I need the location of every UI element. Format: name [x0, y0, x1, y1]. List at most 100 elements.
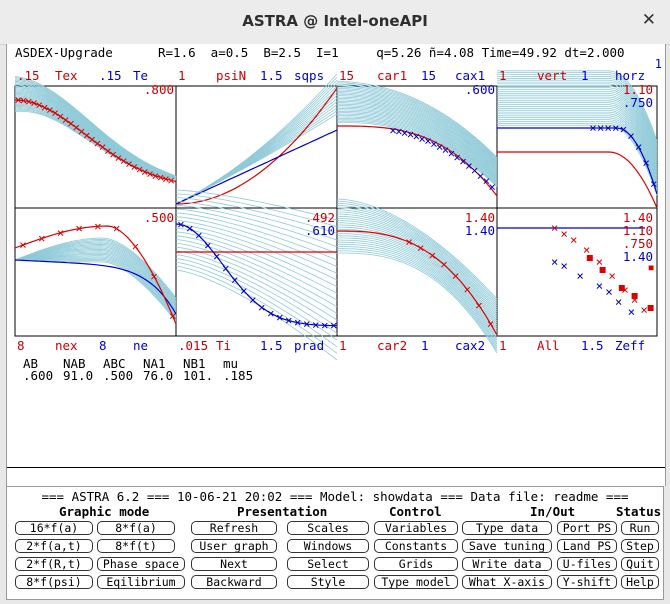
- scales-button[interactable]: Scales: [287, 521, 369, 535]
- profile-trace: [336, 115, 498, 182]
- horz-marker: ×: [589, 120, 597, 135]
- user-graph-button[interactable]: User graph: [191, 539, 277, 553]
- mode-8fa-button[interactable]: 8*f(a): [97, 521, 175, 535]
- horz-marker: ×: [650, 176, 658, 191]
- all-square-marker: ▪: [647, 259, 655, 274]
- type-data-button[interactable]: Type data: [462, 521, 552, 535]
- nex-marker: ×: [94, 218, 102, 233]
- top-axis-label: 1: [581, 68, 589, 83]
- profile-trace: [337, 248, 498, 349]
- all-marker: ×: [570, 232, 578, 247]
- profile-trace: [337, 110, 498, 179]
- profile-trace: [336, 224, 498, 326]
- step-button[interactable]: Step: [621, 539, 659, 553]
- next-button[interactable]: Next: [191, 557, 277, 571]
- prad-marker: ×: [231, 272, 239, 287]
- all-square-marker: [618, 285, 625, 291]
- profile-trace: [336, 250, 498, 352]
- profile-trace: [497, 87, 658, 158]
- backward-button[interactable]: Backward: [191, 575, 277, 589]
- equilibrium-button[interactable]: Eqilibrium: [97, 575, 185, 589]
- select-button[interactable]: Select: [287, 557, 369, 571]
- write-data-button[interactable]: Write data: [462, 557, 552, 571]
- mode-8fpsi-button[interactable]: 8*f(psi): [15, 575, 93, 589]
- profile-trace: [497, 98, 658, 170]
- mode-2fRt-button[interactable]: 2*f(R,t): [15, 557, 93, 571]
- bottom-axis-label: car2: [377, 338, 407, 353]
- variables-button[interactable]: Variables: [374, 521, 458, 535]
- cax1-marker: ×: [401, 125, 409, 140]
- close-icon[interactable]: ✕: [641, 10, 656, 30]
- profile-trace: [336, 116, 498, 183]
- prad-marker: ×: [276, 310, 284, 325]
- top-axis-label: vert: [537, 68, 567, 83]
- profile-trace: [336, 85, 498, 161]
- vert-band: [497, 70, 658, 196]
- psi-band: [175, 73, 338, 205]
- horz-marker: ×: [620, 122, 628, 137]
- vert-curve: [497, 151, 658, 209]
- header-right-tag: 1: [654, 57, 662, 71]
- prad-marker: ×: [303, 316, 311, 331]
- profile-trace: [337, 105, 498, 175]
- port-ps-button[interactable]: Port_PS: [557, 521, 617, 535]
- quit-button[interactable]: Quit: [621, 557, 659, 571]
- cax1-marker: ×: [418, 131, 426, 146]
- help-button[interactable]: Help: [621, 575, 659, 589]
- profile-trace: [14, 256, 177, 318]
- constants-button[interactable]: Constants: [374, 539, 458, 553]
- plot-value-label: .500: [144, 210, 174, 225]
- plot-value-label: .750: [623, 236, 653, 251]
- prad-marker: ×: [204, 237, 212, 252]
- what-x-axis-button[interactable]: What X-axis: [462, 575, 552, 589]
- profile-trace: [175, 204, 338, 248]
- u-files-button[interactable]: U-files: [557, 557, 617, 571]
- run-button[interactable]: Run: [621, 521, 659, 535]
- car2-marker: ×: [475, 297, 483, 312]
- control-panel: === ASTRA 6.2 === 10-06-21 20:02 === Mod…: [6, 486, 664, 600]
- profile-trace: [175, 95, 338, 205]
- prad-marker: ×: [213, 249, 221, 264]
- car2-marker: ×: [417, 240, 425, 255]
- car1-curve: [337, 125, 498, 197]
- te-marker: ×: [120, 153, 128, 168]
- prad-marker: ×: [240, 283, 248, 298]
- mode-8ft-button[interactable]: 8*f(t): [97, 539, 175, 553]
- prad-marker: ×: [267, 305, 275, 320]
- profile-trace: [337, 231, 498, 332]
- profile-trace: [14, 259, 177, 320]
- te-marker: ×: [88, 131, 96, 146]
- style-button[interactable]: Style: [287, 575, 369, 589]
- save-tuning-button[interactable]: Save tuning: [462, 539, 552, 553]
- mode-2fat-button[interactable]: 2*f(a,t): [15, 539, 93, 553]
- profile-trace: [337, 102, 498, 173]
- profile-trace: [336, 220, 498, 321]
- profile-trace: [497, 72, 658, 143]
- profile-trace: [14, 243, 177, 305]
- y-shift-button[interactable]: Y-shift: [557, 575, 617, 589]
- car2-curve: [337, 230, 498, 336]
- mode-16fa-button[interactable]: 16*f(a): [15, 521, 93, 535]
- bottom-axis-label: 8: [17, 338, 25, 353]
- profile-trace: [336, 202, 498, 304]
- te-marker: ×: [78, 124, 86, 139]
- profile-trace: [497, 107, 658, 179]
- phase-space-button[interactable]: Phase space: [97, 557, 185, 571]
- horz-marker: ×: [627, 128, 635, 143]
- profile-trace: [336, 198, 498, 300]
- top-axis-label: .15: [99, 68, 122, 83]
- cax1-marker: ×: [488, 179, 496, 194]
- type-model-button[interactable]: Type model: [374, 575, 458, 589]
- te-marker: ×: [62, 112, 70, 127]
- grids-button[interactable]: Grids: [374, 557, 458, 571]
- land-ps-button[interactable]: Land_PS: [557, 539, 617, 553]
- profile-trace: [336, 239, 498, 341]
- prad-marker: ×: [330, 318, 338, 333]
- profile-trace: [175, 216, 338, 268]
- all-marker: ×: [608, 268, 616, 283]
- nex-marker: ×: [150, 268, 158, 283]
- windows-button[interactable]: Windows: [287, 539, 369, 553]
- car2-marker: ×: [429, 247, 437, 262]
- table-header: NB1: [183, 356, 206, 371]
- refresh-button[interactable]: Refresh: [191, 521, 277, 535]
